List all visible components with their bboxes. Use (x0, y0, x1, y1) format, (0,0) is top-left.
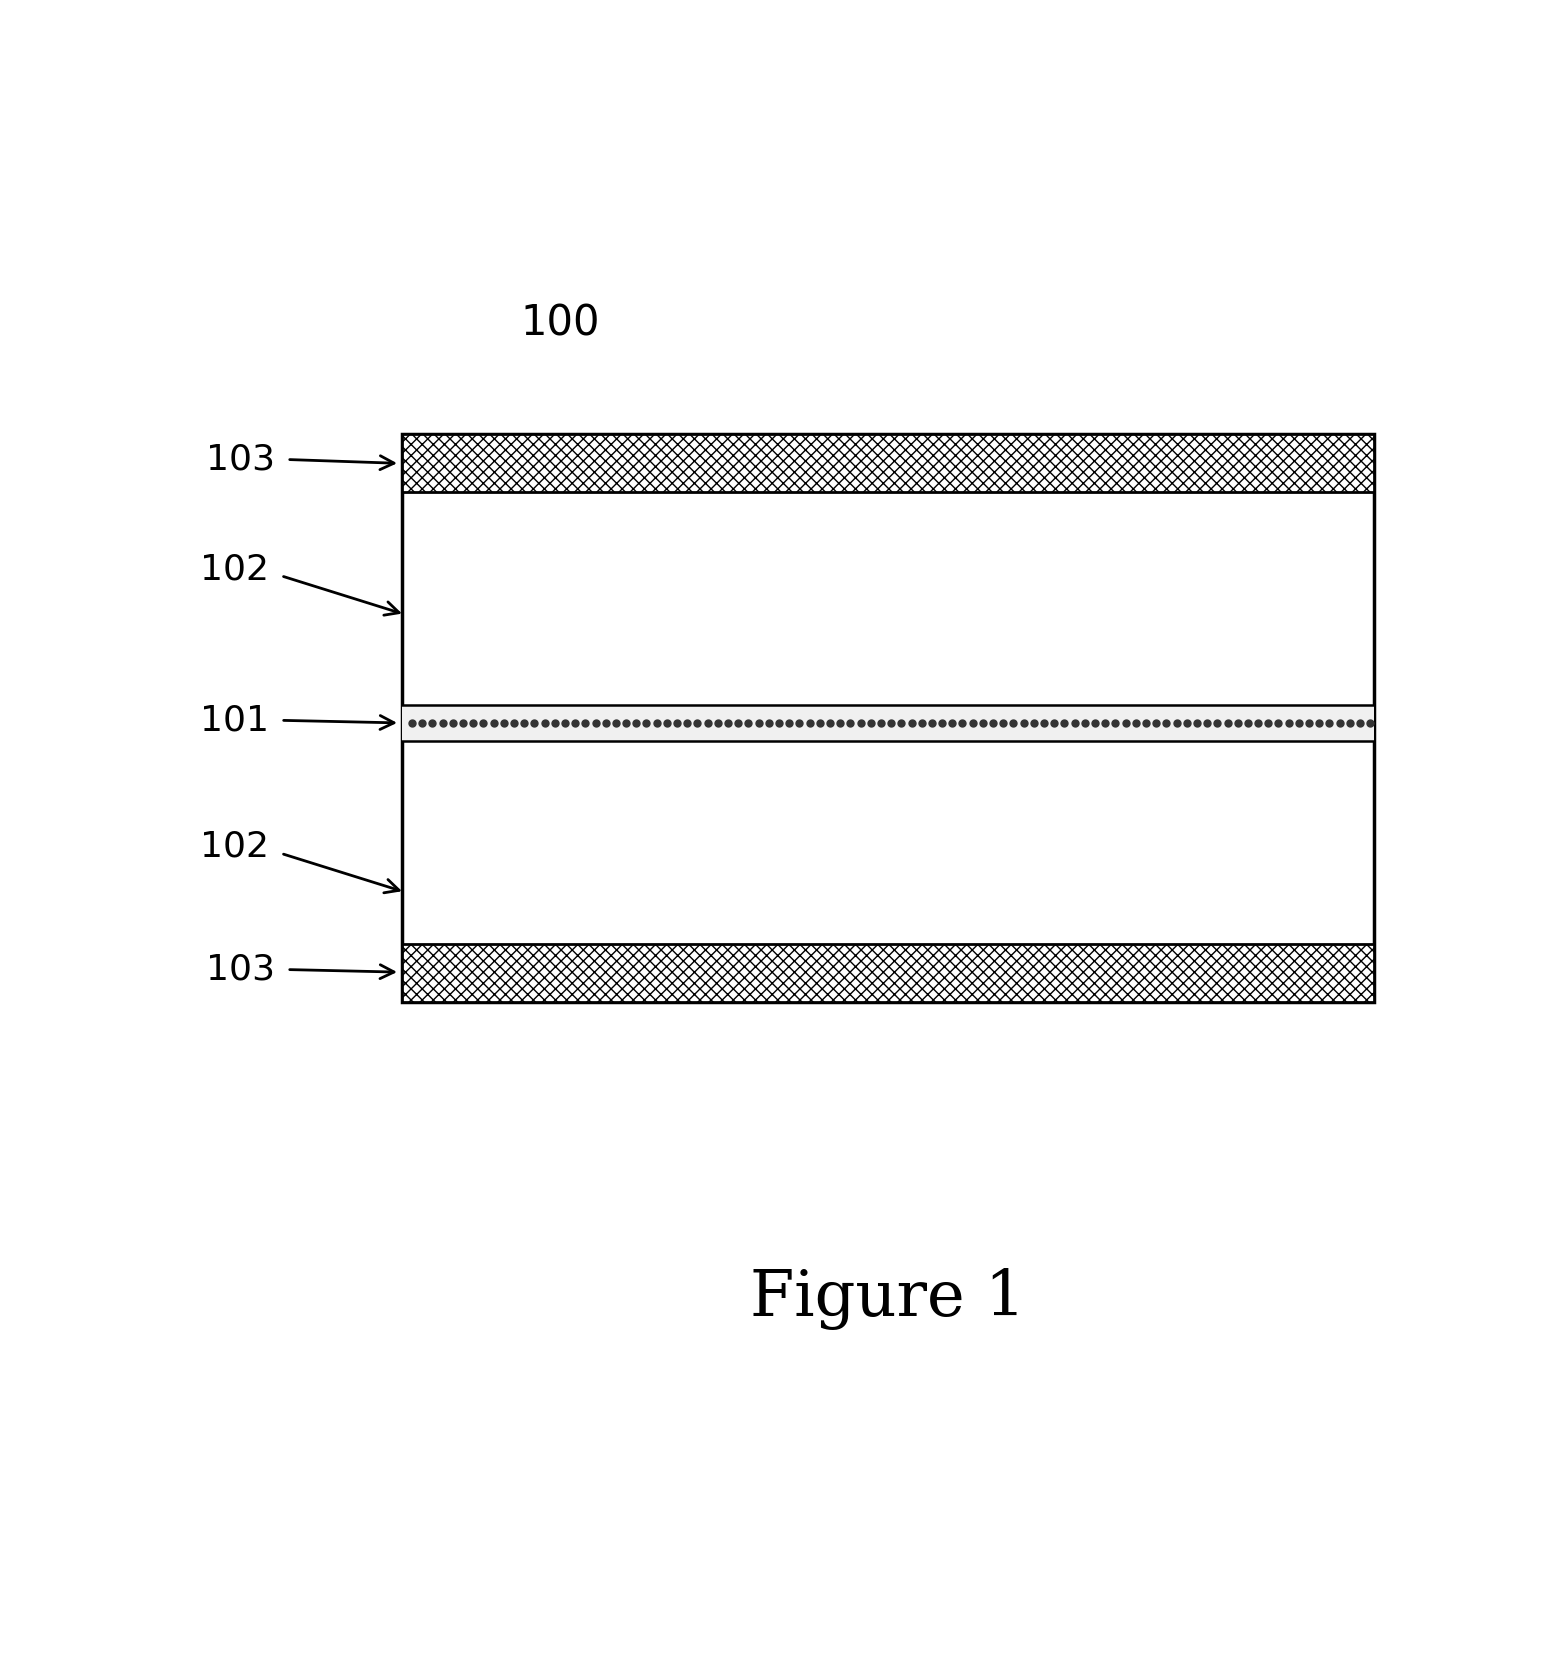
Text: 102: 102 (199, 830, 270, 864)
Text: 103: 103 (205, 443, 274, 476)
Bar (403, 944, 1374, 1001)
Text: 103: 103 (205, 953, 274, 986)
Bar (403, 434, 1374, 1001)
Text: 102: 102 (199, 552, 270, 587)
Bar (403, 434, 1374, 491)
Text: 100: 100 (520, 304, 600, 345)
Text: 101: 101 (199, 703, 270, 738)
Bar (403, 704, 1374, 741)
Text: Figure 1: Figure 1 (751, 1268, 1026, 1330)
